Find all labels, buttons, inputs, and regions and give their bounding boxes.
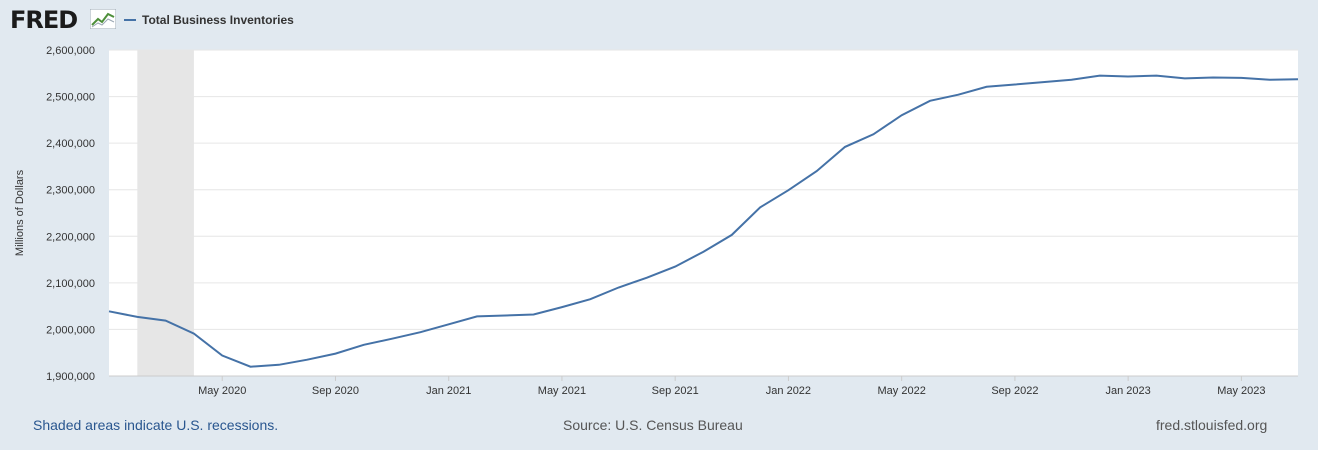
legend-swatch xyxy=(124,18,136,21)
data-point[interactable] xyxy=(531,312,537,318)
data-point[interactable] xyxy=(701,249,707,255)
gridlines xyxy=(109,49,1298,377)
data-point[interactable] xyxy=(1210,74,1216,80)
x-tick-label: Jan 2023 xyxy=(1106,385,1151,397)
chart-header: FRED Total Business Inventories xyxy=(0,0,1318,40)
plot-area xyxy=(109,50,1298,376)
data-point[interactable] xyxy=(644,275,650,281)
recession-band-0 xyxy=(137,50,194,376)
data-point[interactable] xyxy=(842,144,848,150)
x-tick-label: Sep 2021 xyxy=(652,385,699,397)
data-point[interactable] xyxy=(984,84,990,90)
data-point[interactable] xyxy=(304,357,310,363)
y-tick-label: 2,500,000 xyxy=(46,92,95,104)
data-point[interactable] xyxy=(219,353,225,359)
data-point[interactable] xyxy=(870,131,876,137)
y-tick-label: 2,600,000 xyxy=(46,45,95,57)
data-point[interactable] xyxy=(899,112,905,118)
data-point[interactable] xyxy=(1153,73,1159,79)
data-point[interactable] xyxy=(757,204,763,210)
data-point[interactable] xyxy=(814,168,820,174)
data-point[interactable] xyxy=(474,313,480,319)
y-axis-label: Millions of Dollars xyxy=(14,169,26,256)
fred-logo-chart-icon xyxy=(90,9,116,29)
x-tick-label: May 2022 xyxy=(878,385,926,397)
data-point[interactable] xyxy=(332,351,338,357)
x-tick-label: May 2020 xyxy=(198,385,246,397)
y-tick-label: 2,100,000 xyxy=(46,278,95,290)
data-point[interactable] xyxy=(1097,73,1103,79)
x-tick-label: Sep 2022 xyxy=(991,385,1038,397)
data-point[interactable] xyxy=(1069,77,1075,83)
x-axis-ticks: May 2020 Sep 2020 Jan 2021 May 2021 Sep 2021… xyxy=(109,375,1298,397)
data-point[interactable] xyxy=(417,329,423,335)
data-point[interactable] xyxy=(134,314,140,320)
source-note: Source: U.S. Census Bureau xyxy=(563,417,743,433)
x-tick-label: May 2023 xyxy=(1217,385,1265,397)
data-point[interactable] xyxy=(587,296,593,302)
data-point[interactable] xyxy=(955,92,961,98)
data-point[interactable] xyxy=(1295,76,1301,82)
y-tick-label: 2,000,000 xyxy=(46,324,95,336)
fred-logo[interactable]: FRED xyxy=(10,6,78,34)
site-link[interactable]: fred.stlouisfed.org xyxy=(1156,417,1268,433)
data-point[interactable] xyxy=(672,264,678,270)
data-point[interactable] xyxy=(729,232,735,238)
data-point[interactable] xyxy=(248,364,254,370)
data-point[interactable] xyxy=(276,362,282,368)
data-point[interactable] xyxy=(502,312,508,318)
data-point[interactable] xyxy=(446,321,452,327)
y-axis-ticks: 1,900,000 2,000,000 2,100,000 2,200,000 2,30… xyxy=(46,45,95,383)
x-tick-label: May 2021 xyxy=(538,385,586,397)
data-point[interactable] xyxy=(163,318,169,324)
data-point[interactable] xyxy=(106,308,112,314)
x-tick-label: Jan 2022 xyxy=(766,385,811,397)
line-chart: 1,900,000 2,000,000 2,100,000 2,200,000 2,30… xyxy=(14,45,1301,397)
y-tick-label: 2,300,000 xyxy=(46,185,95,197)
data-point[interactable] xyxy=(1040,79,1046,85)
data-point[interactable] xyxy=(191,331,197,337)
data-point[interactable] xyxy=(1182,75,1188,81)
legend-label: Total Business Inventories xyxy=(142,13,294,27)
data-point[interactable] xyxy=(1238,75,1244,81)
data-point[interactable] xyxy=(1125,74,1131,80)
y-tick-label: 2,400,000 xyxy=(46,138,95,150)
data-point[interactable] xyxy=(1267,77,1273,83)
data-point[interactable] xyxy=(361,342,367,348)
recession-shading xyxy=(137,50,194,376)
series-line-total-business-inventories[interactable] xyxy=(108,74,1299,368)
x-tick-label: Sep 2020 xyxy=(312,385,359,397)
y-tick-label: 1,900,000 xyxy=(46,371,95,383)
recession-note[interactable]: Shaded areas indicate U.S. recessions. xyxy=(33,417,279,433)
y-tick-label: 2,200,000 xyxy=(46,231,95,243)
data-point[interactable] xyxy=(785,187,791,193)
data-point[interactable] xyxy=(927,98,933,104)
data-point[interactable] xyxy=(1012,81,1018,87)
data-point[interactable] xyxy=(389,336,395,342)
x-tick-label: Jan 2021 xyxy=(426,385,471,397)
data-point[interactable] xyxy=(616,285,622,291)
legend[interactable]: Total Business Inventories xyxy=(124,13,294,27)
data-point[interactable] xyxy=(559,304,565,310)
